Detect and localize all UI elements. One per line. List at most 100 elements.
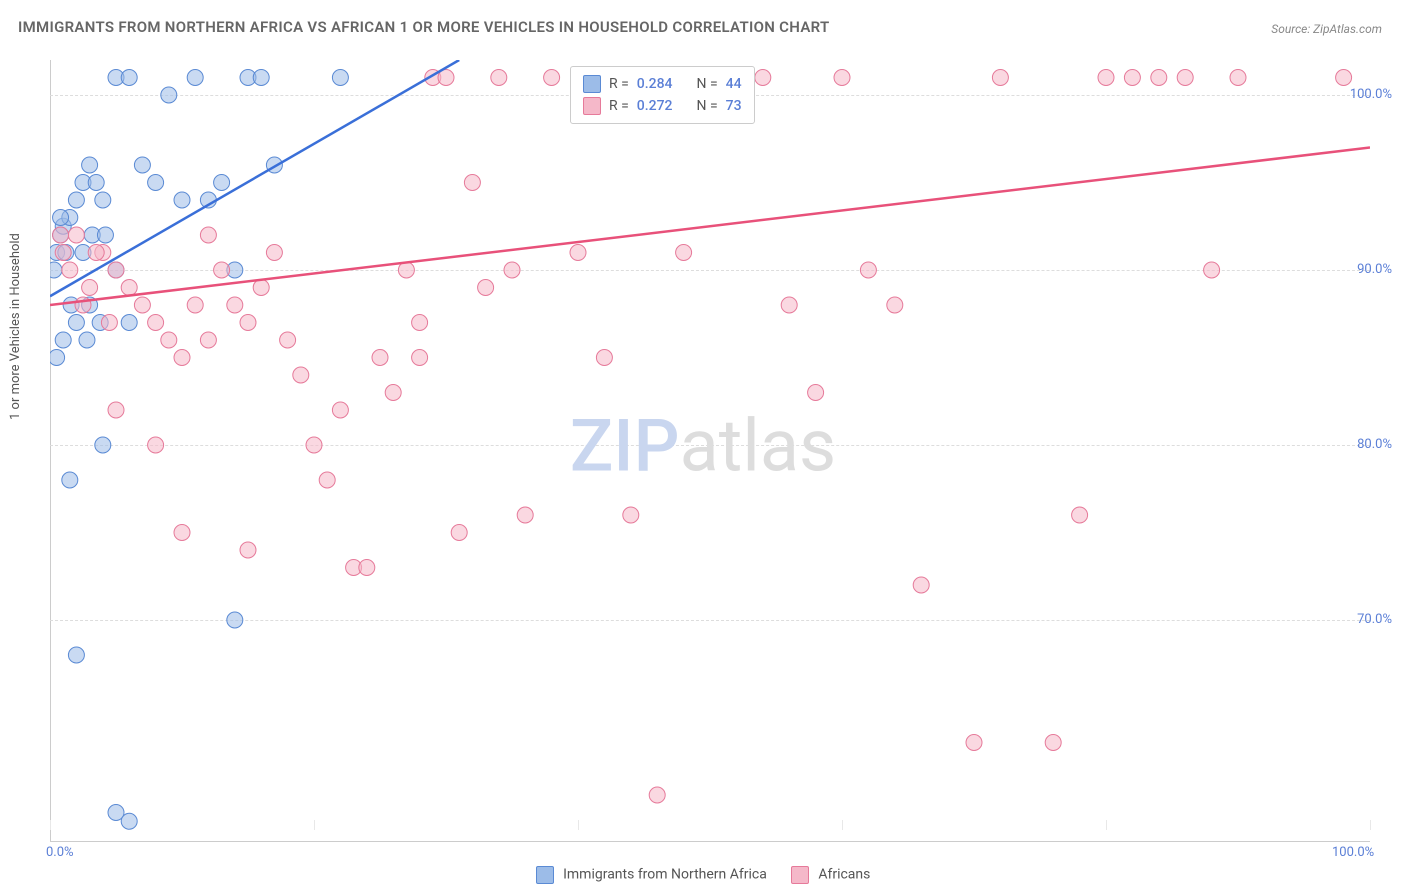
data-point — [1336, 70, 1352, 86]
data-point — [50, 262, 62, 278]
data-point — [451, 525, 467, 541]
data-point — [1177, 70, 1193, 86]
data-point — [82, 157, 98, 173]
data-point — [68, 227, 84, 243]
data-point — [200, 227, 216, 243]
data-point — [464, 175, 480, 191]
data-point — [966, 735, 982, 751]
data-point — [504, 262, 520, 278]
data-point — [174, 525, 190, 541]
data-point — [755, 70, 771, 86]
data-point — [82, 280, 98, 296]
data-point — [887, 297, 903, 313]
data-point — [332, 70, 348, 86]
data-point — [121, 280, 137, 296]
bottom-legend: Immigrants from Northern Africa Africans — [0, 866, 1406, 884]
data-point — [68, 192, 84, 208]
data-point — [88, 245, 104, 261]
legend-item-2: Africans — [791, 866, 871, 884]
data-point — [148, 175, 164, 191]
data-point — [134, 297, 150, 313]
data-point — [293, 367, 309, 383]
data-point — [79, 332, 95, 348]
data-point — [161, 332, 177, 348]
data-point — [95, 437, 111, 453]
data-point — [412, 350, 428, 366]
data-point — [68, 647, 84, 663]
data-point — [187, 70, 203, 86]
data-point — [108, 262, 124, 278]
data-point — [148, 315, 164, 331]
data-point — [227, 297, 243, 313]
x-tick-label: 0.0% — [46, 845, 74, 860]
data-point — [214, 262, 230, 278]
data-point — [108, 402, 124, 418]
swatch-icon — [583, 75, 601, 93]
y-axis-label: 1 or more Vehicles in Household — [8, 233, 23, 420]
data-point — [253, 280, 269, 296]
data-point — [50, 350, 65, 366]
trend-line — [50, 60, 459, 296]
data-point — [62, 472, 78, 488]
data-point — [62, 262, 78, 278]
data-point — [134, 157, 150, 173]
data-point — [97, 227, 113, 243]
swatch-icon — [583, 97, 601, 115]
data-point — [88, 175, 104, 191]
data-point — [200, 332, 216, 348]
data-point — [95, 192, 111, 208]
data-point — [860, 262, 876, 278]
data-point — [280, 332, 296, 348]
x-tick-mark — [1370, 820, 1371, 830]
data-point — [913, 577, 929, 593]
swatch-icon — [791, 866, 809, 884]
data-point — [1072, 507, 1088, 523]
data-point — [161, 87, 177, 103]
data-point — [306, 437, 322, 453]
data-point — [1151, 70, 1167, 86]
swatch-icon — [536, 866, 554, 884]
data-point — [174, 192, 190, 208]
data-point — [240, 542, 256, 558]
data-point — [1098, 70, 1114, 86]
data-point — [1204, 262, 1220, 278]
data-point — [1045, 735, 1061, 751]
data-point — [412, 315, 428, 331]
chart-title: IMMIGRANTS FROM NORTHERN AFRICA VS AFRIC… — [18, 18, 830, 36]
data-point — [253, 70, 269, 86]
data-point — [372, 350, 388, 366]
stats-legend: R = 0.284 N = 44 R = 0.272 N = 73 — [570, 66, 755, 124]
data-point — [187, 297, 203, 313]
data-point — [1230, 70, 1246, 86]
data-point — [781, 297, 797, 313]
data-point — [121, 813, 137, 829]
data-point — [834, 70, 850, 86]
stats-row-series-1: R = 0.284 N = 44 — [583, 73, 742, 95]
data-point — [808, 385, 824, 401]
legend-item-1: Immigrants from Northern Africa — [536, 866, 767, 884]
data-point — [517, 507, 533, 523]
x-tick-label: 100.0% — [1332, 845, 1374, 860]
scatter-plot — [50, 60, 1370, 830]
trend-line — [50, 148, 1370, 306]
data-point — [570, 245, 586, 261]
data-point — [359, 560, 375, 576]
data-point — [491, 70, 507, 86]
data-point — [478, 280, 494, 296]
data-point — [319, 472, 335, 488]
data-point — [55, 245, 71, 261]
data-point — [53, 210, 69, 226]
data-point — [240, 315, 256, 331]
data-point — [992, 70, 1008, 86]
data-point — [148, 437, 164, 453]
data-point — [385, 385, 401, 401]
data-point — [1124, 70, 1140, 86]
data-point — [214, 175, 230, 191]
data-point — [649, 787, 665, 803]
data-point — [266, 245, 282, 261]
data-point — [676, 245, 692, 261]
data-point — [55, 332, 71, 348]
data-point — [544, 70, 560, 86]
source-attribution: Source: ZipAtlas.com — [1271, 22, 1382, 36]
data-point — [174, 350, 190, 366]
